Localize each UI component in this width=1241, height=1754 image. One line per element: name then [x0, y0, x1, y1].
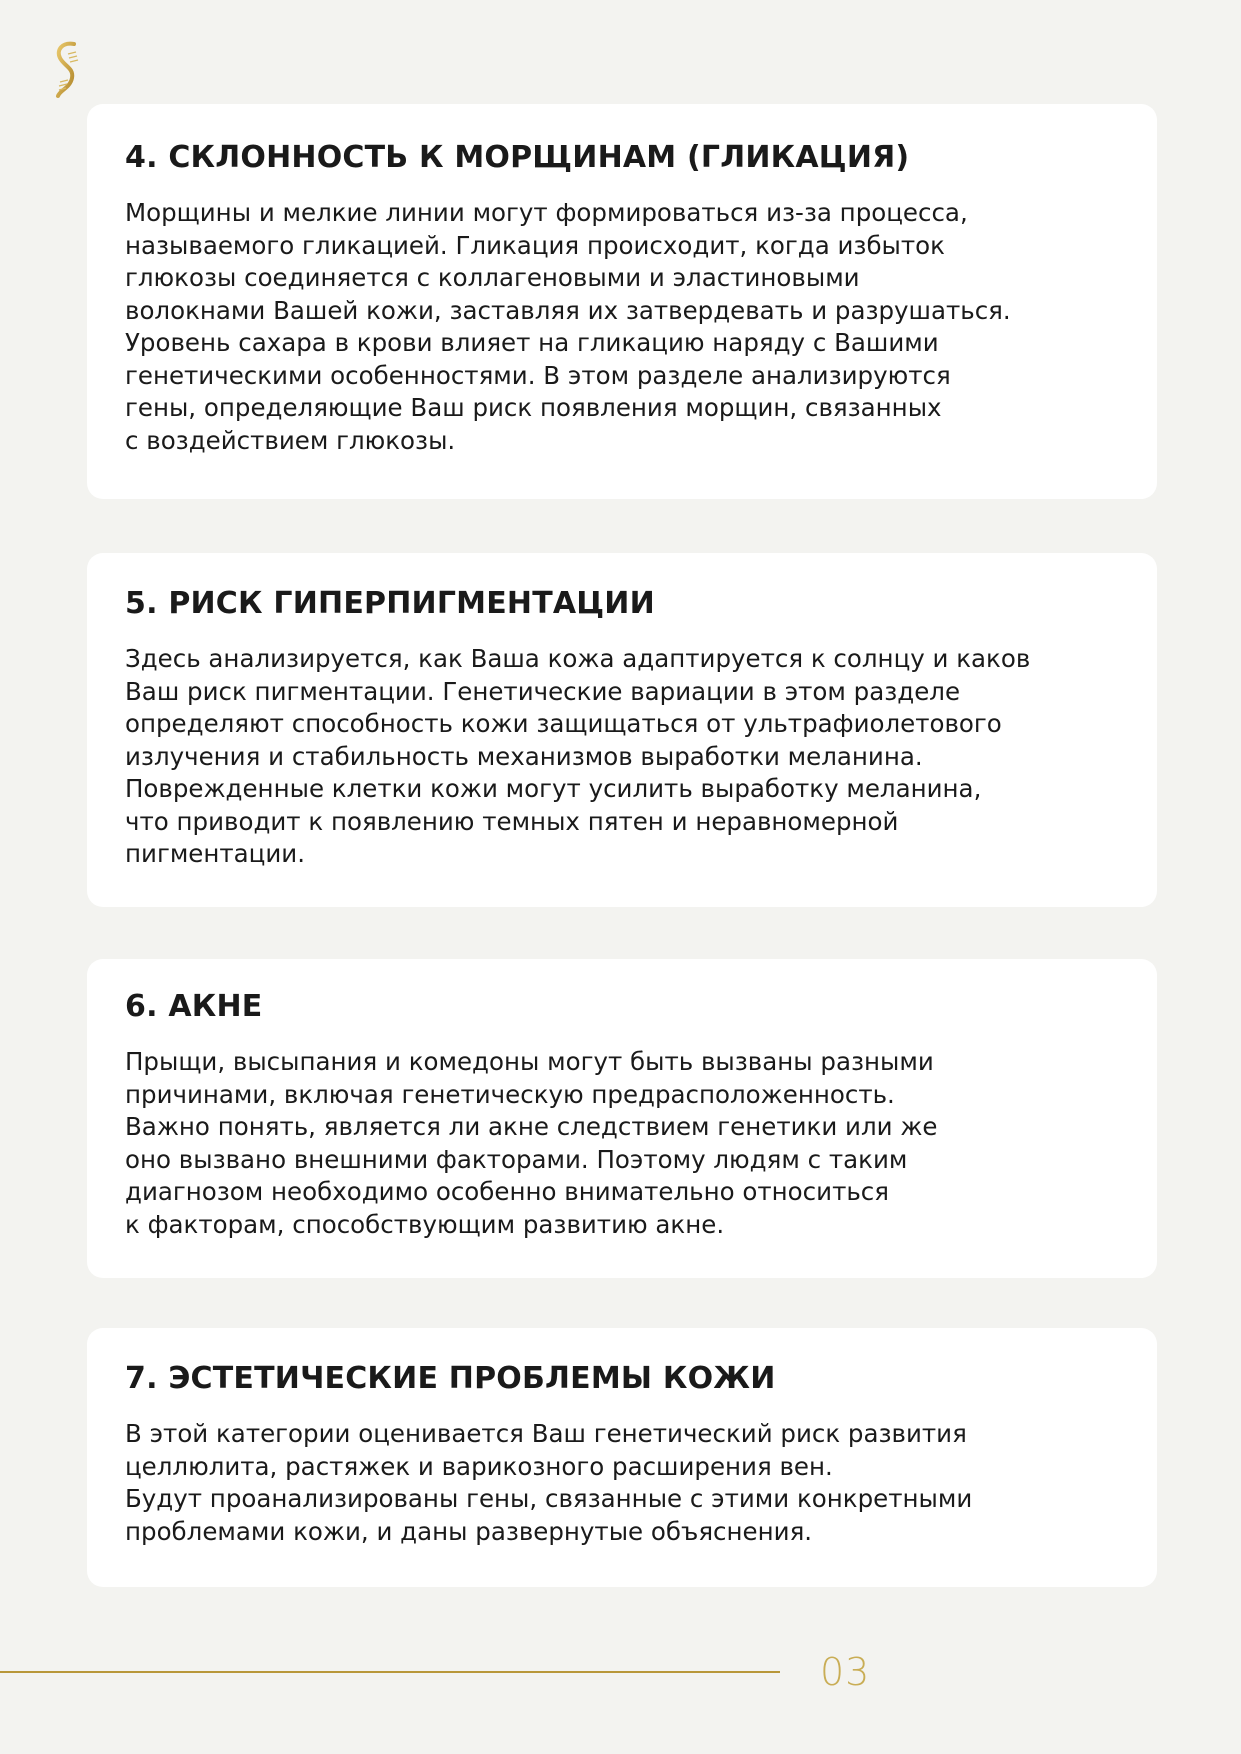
footer-divider — [0, 1671, 780, 1673]
section-body: Прыщи, высыпания и комедоны могут быть в… — [125, 1046, 1119, 1241]
section-card-hyperpigmentation: 5. РИСК ГИПЕРПИГМЕНТАЦИИ Здесь анализиру… — [87, 553, 1157, 907]
body-line: Уровень сахара в крови влияет на гликаци… — [125, 328, 939, 357]
body-line: гены, определяющие Ваш риск появления мо… — [125, 393, 942, 422]
body-line: диагнозом необходимо особенно внимательн… — [125, 1177, 889, 1206]
section-body: Морщины и мелкие линии могут формировать… — [125, 197, 1119, 457]
section-body: Здесь анализируется, как Ваша кожа адапт… — [125, 643, 1119, 871]
body-line: В этой категории оценивается Ваш генетич… — [125, 1419, 967, 1448]
body-line: определяют способность кожи защищаться о… — [125, 709, 1002, 738]
body-line: Здесь анализируется, как Ваша кожа адапт… — [125, 644, 1031, 673]
body-line: причинами, включая генетическую предрасп… — [125, 1079, 895, 1109]
body-line: Важно понять, является ли акне следствие… — [125, 1112, 938, 1141]
body-line: Будут проанализированы гены, связанные с… — [125, 1484, 973, 1513]
body-line: к факторам, способствующим развитию акне… — [125, 1209, 725, 1239]
body-line: Прыщи, высыпания и комедоны могут быть в… — [125, 1047, 934, 1076]
body-line: глюкозы соединяется с коллагеновыми и эл… — [125, 263, 860, 292]
section-title: 6. АКНЕ — [125, 989, 263, 1024]
dna-helix-icon — [56, 41, 79, 98]
body-line: Ваш риск пигментации. Генетические вариа… — [125, 676, 961, 706]
body-line: что приводит к появлению темных пятен и … — [125, 806, 899, 836]
body-line: Морщины и мелкие линии могут формировать… — [125, 198, 968, 227]
section-card-glycation: 4. СКЛОННОСТЬ К МОРЩИНАМ (ГЛИКАЦИЯ) Морщ… — [87, 104, 1157, 499]
body-line: называемого гликацией. Гликация происход… — [125, 230, 945, 260]
section-title: 7. ЭСТЕТИЧЕСКИЕ ПРОБЛЕМЫ КОЖИ — [125, 1361, 776, 1396]
page-number: 03 — [820, 1650, 871, 1694]
section-card-aesthetic: 7. ЭСТЕТИЧЕСКИЕ ПРОБЛЕМЫ КОЖИ В этой кат… — [87, 1328, 1157, 1587]
body-line: целлюлита, растяжек и варикозного расшир… — [125, 1451, 833, 1481]
body-line: Поврежденные клетки кожи могут усилить в… — [125, 774, 982, 803]
section-card-acne: 6. АКНЕ Прыщи, высыпания и комедоны могу… — [87, 959, 1157, 1278]
body-line: оно вызвано внешними факторами. Поэтому … — [125, 1144, 908, 1174]
body-line: с воздействием глюкозы. — [125, 425, 456, 455]
body-line: генетическими особенностями. В этом разд… — [125, 360, 951, 390]
body-line: пигментации. — [125, 839, 305, 868]
section-body: В этой категории оценивается Ваш генетич… — [125, 1418, 1119, 1548]
body-line: излучения и стабильность механизмов выра… — [125, 741, 923, 771]
body-line: проблемами кожи, и даны развернутые объя… — [125, 1516, 813, 1546]
section-title: 5. РИСК ГИПЕРПИГМЕНТАЦИИ — [125, 586, 655, 621]
body-line: волокнами Вашей кожи, заставляя их затве… — [125, 295, 1011, 325]
section-title: 4. СКЛОННОСТЬ К МОРЩИНАМ (ГЛИКАЦИЯ) — [125, 140, 910, 175]
